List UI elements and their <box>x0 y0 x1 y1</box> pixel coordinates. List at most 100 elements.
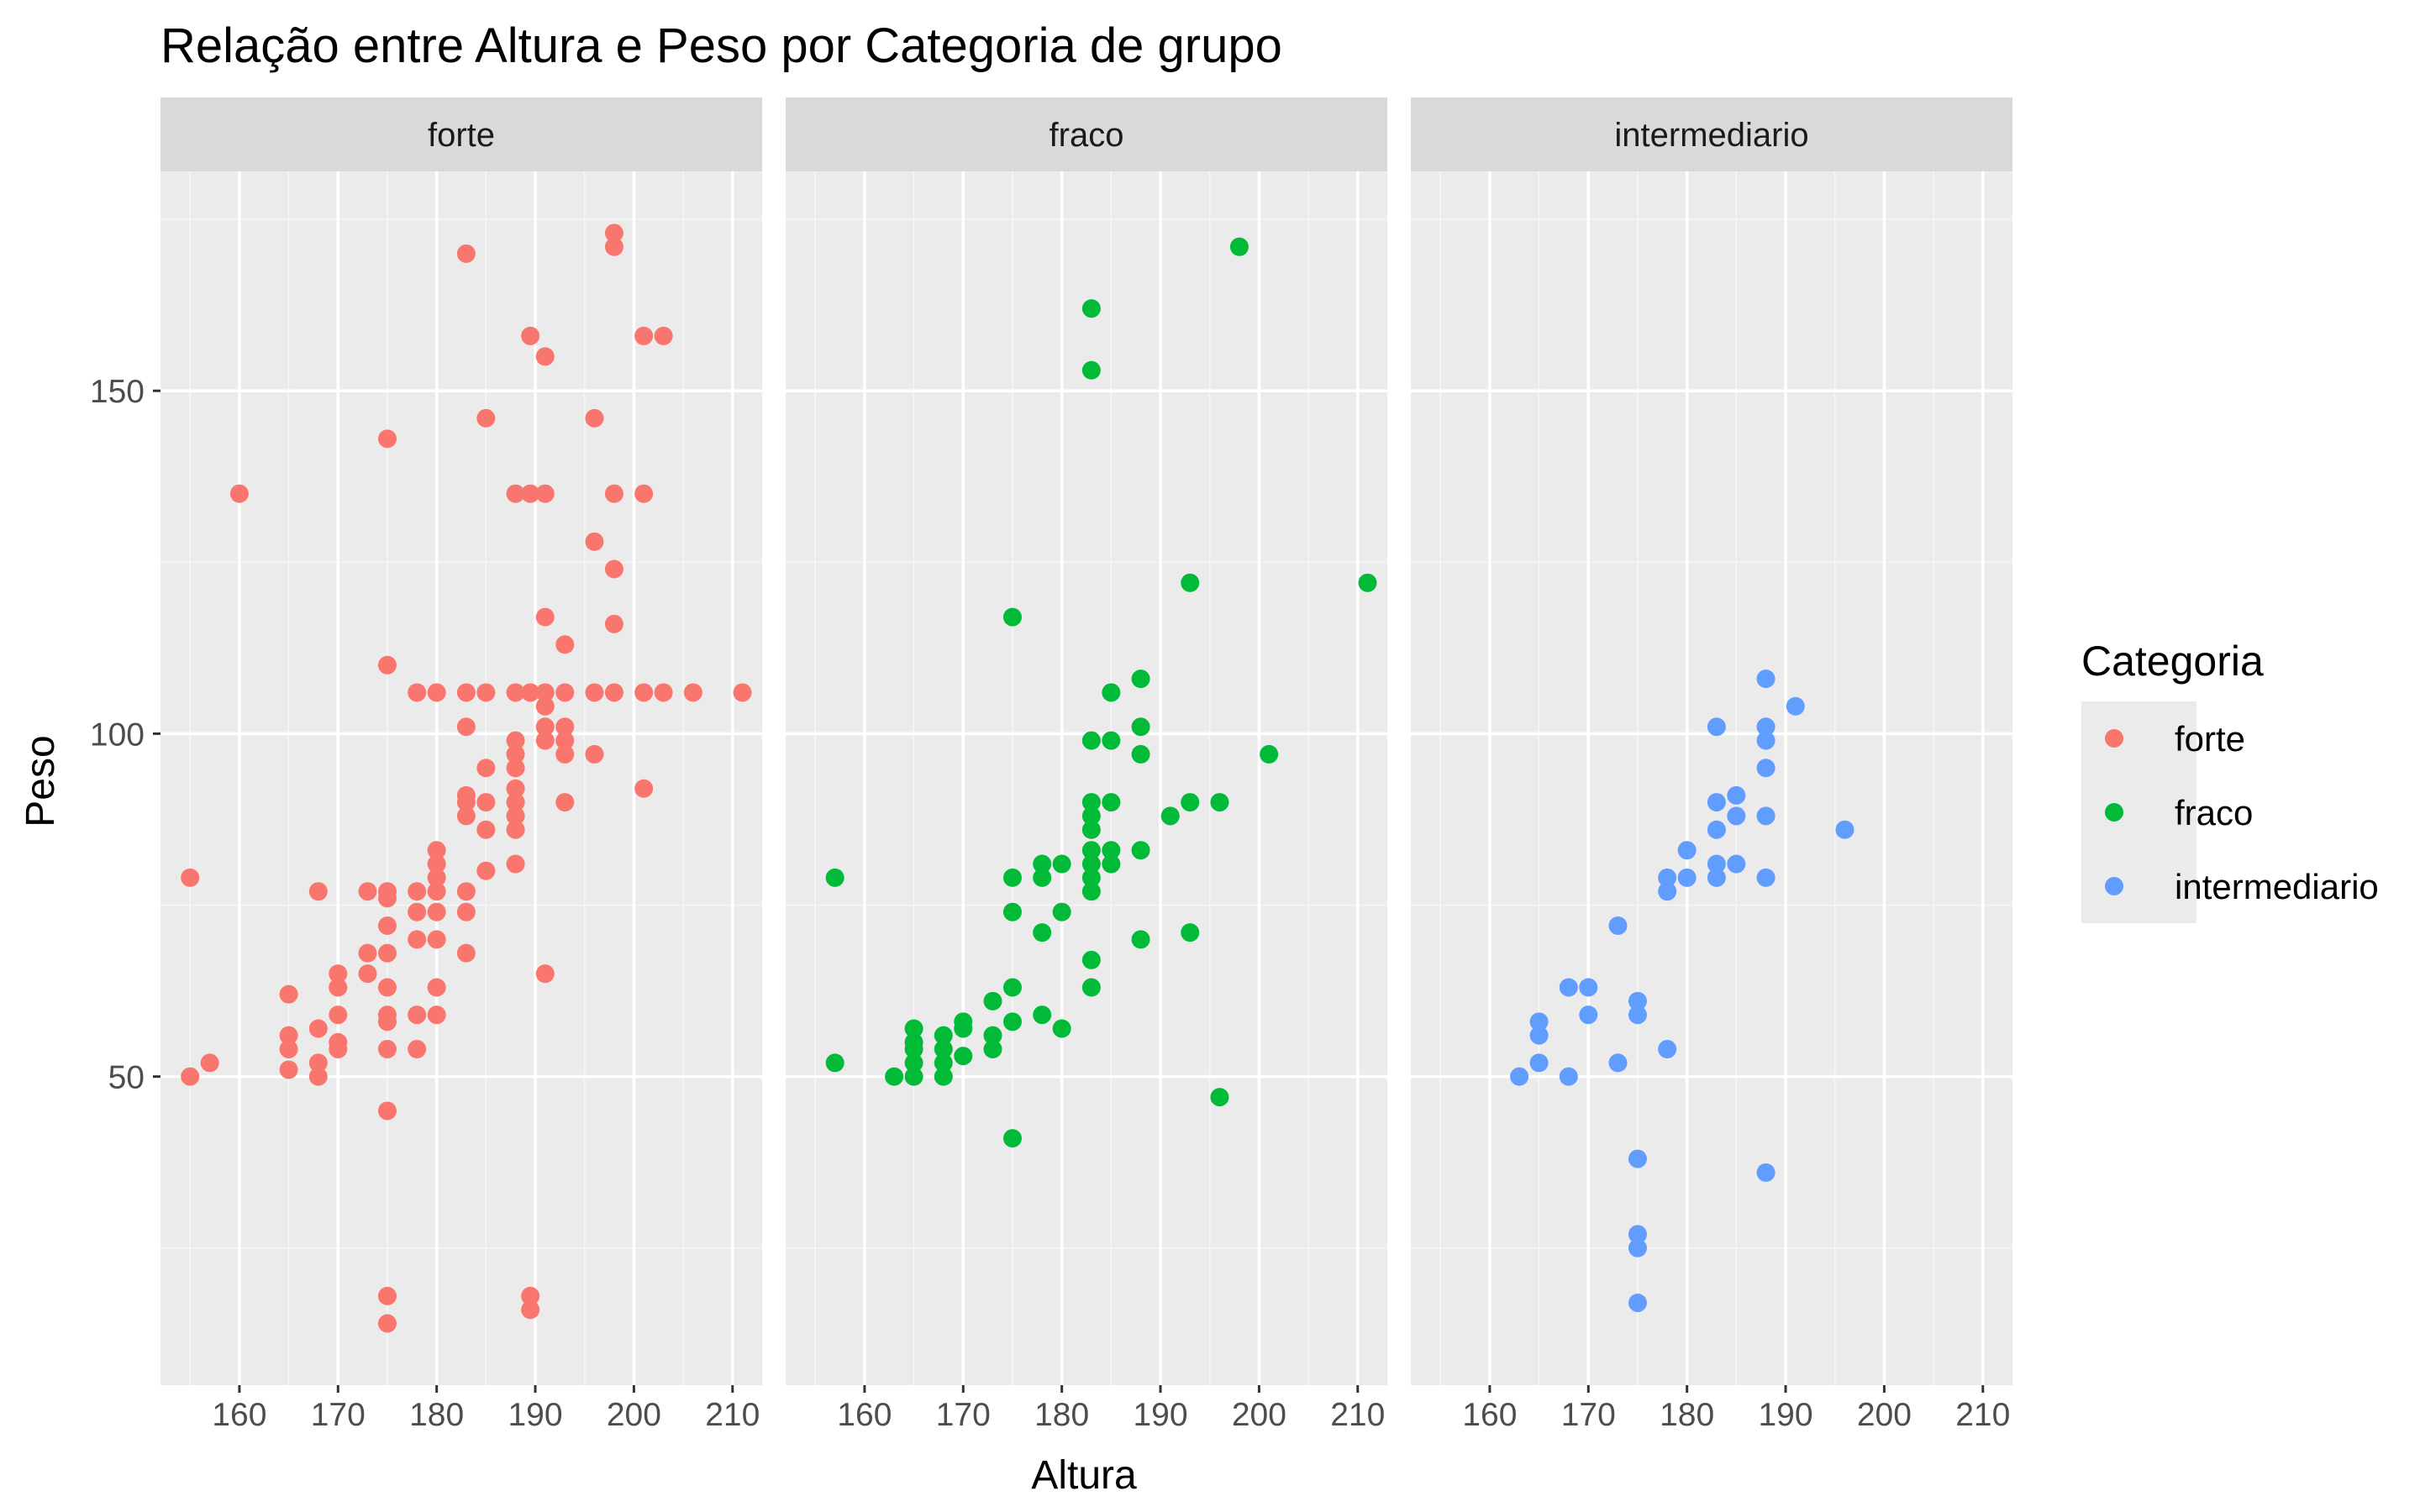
legend-item-intermediario: intermediario <box>2105 867 2379 906</box>
data-point-forte <box>634 484 654 503</box>
data-point-fraco <box>1002 1129 1022 1148</box>
x-tick-label: 170 <box>311 1397 366 1433</box>
data-point-forte <box>506 779 525 798</box>
data-point-fraco <box>1210 793 1229 812</box>
data-point-forte <box>535 683 555 702</box>
legend-label: fraco <box>2175 793 2253 832</box>
data-point-intermediario <box>1707 717 1726 737</box>
data-point-forte <box>634 326 654 345</box>
data-point-intermediario <box>1658 882 1677 901</box>
data-point-forte <box>521 326 540 345</box>
data-point-forte <box>200 1053 219 1073</box>
data-point-forte <box>604 683 623 702</box>
data-point-intermediario <box>1756 669 1776 689</box>
data-point-fraco <box>1181 923 1200 942</box>
data-point-forte <box>181 868 200 887</box>
data-point-intermediario <box>1756 1163 1776 1182</box>
data-point-fraco <box>1081 299 1101 318</box>
data-point-forte <box>535 731 555 750</box>
data-point-intermediario <box>1707 868 1726 887</box>
data-point-fraco <box>1358 573 1377 592</box>
data-point-forte <box>456 793 476 812</box>
data-point-forte <box>476 820 496 839</box>
data-point-forte <box>308 1067 328 1086</box>
x-tick-label: 210 <box>705 1397 760 1433</box>
data-point-fraco <box>1260 744 1279 764</box>
data-point-forte <box>456 683 476 702</box>
data-point-forte <box>506 759 525 778</box>
data-point-forte <box>329 978 348 997</box>
x-tick-label: 200 <box>1857 1397 1912 1433</box>
data-point-fraco <box>1052 854 1071 874</box>
data-point-intermediario <box>1529 1053 1549 1073</box>
legend-item-fraco: fraco <box>2105 793 2253 832</box>
data-point-fraco <box>885 1067 904 1086</box>
data-point-forte <box>535 964 555 984</box>
data-point-fraco <box>1081 868 1101 887</box>
chart-title: Relação entre Altura e Peso por Categori… <box>160 18 1282 73</box>
data-point-fraco <box>825 1053 844 1073</box>
data-point-forte <box>476 861 496 880</box>
y-axis: 50 100 150 <box>90 374 160 1096</box>
data-point-forte <box>604 223 623 243</box>
data-point-forte <box>456 943 476 963</box>
data-point-fraco <box>1131 744 1150 764</box>
data-point-forte <box>377 655 397 675</box>
data-point-forte <box>329 1039 348 1058</box>
data-point-fraco <box>954 1047 973 1066</box>
data-point-forte <box>427 841 446 860</box>
data-point-fraco <box>1081 950 1101 969</box>
x-tick-label: 180 <box>1034 1397 1089 1433</box>
data-point-fraco <box>983 991 1002 1011</box>
data-point-forte <box>555 793 575 812</box>
x-tick-label: 200 <box>1232 1397 1286 1433</box>
data-point-intermediario <box>1628 1005 1647 1025</box>
data-point-forte <box>555 717 575 737</box>
data-point-forte <box>555 683 575 702</box>
legend-label: forte <box>2175 719 2245 759</box>
data-point-fraco <box>1181 793 1200 812</box>
data-point-forte <box>476 683 496 702</box>
data-point-intermediario <box>1727 785 1746 805</box>
x-tick-label: 180 <box>409 1397 464 1433</box>
data-point-forte <box>476 793 496 812</box>
data-point-forte <box>456 902 476 921</box>
data-point-forte <box>279 1039 298 1058</box>
data-point-forte <box>634 779 654 798</box>
facet-panel-intermediario: intermediario 160 170 180 190 200 210 <box>1411 97 2012 1433</box>
data-point-forte <box>408 1005 427 1025</box>
x-tick-label: 210 <box>1330 1397 1385 1433</box>
data-point-forte <box>634 683 654 702</box>
data-point-fraco <box>1131 717 1150 737</box>
x-tick-label: 210 <box>1955 1397 2010 1433</box>
data-point-intermediario <box>1529 1012 1549 1032</box>
data-point-forte <box>555 731 575 750</box>
data-point-forte <box>377 943 397 963</box>
data-point-forte <box>585 683 604 702</box>
data-point-forte <box>427 868 446 887</box>
data-point-forte <box>408 882 427 901</box>
data-point-intermediario <box>1756 868 1776 887</box>
facet-panel-fraco: fraco 160 170 180 190 200 210 <box>786 97 1387 1433</box>
data-point-fraco <box>1081 360 1101 380</box>
data-point-forte <box>358 943 377 963</box>
data-point-forte <box>308 882 328 901</box>
x-tick-label: 160 <box>1462 1397 1517 1433</box>
data-point-forte <box>683 683 702 702</box>
data-point-forte <box>585 744 604 764</box>
data-point-forte <box>377 1286 397 1305</box>
data-point-intermediario <box>1707 854 1726 874</box>
data-point-forte <box>358 882 377 901</box>
data-point-intermediario <box>1628 991 1647 1011</box>
data-point-fraco <box>1081 978 1101 997</box>
data-point-intermediario <box>1658 868 1677 887</box>
data-point-forte <box>456 806 476 826</box>
data-point-intermediario <box>1756 731 1776 750</box>
data-point-forte <box>408 1039 427 1058</box>
data-point-intermediario <box>1608 1053 1628 1073</box>
data-point-fraco <box>954 1019 973 1038</box>
x-axis-title: Altura <box>1031 1453 1137 1498</box>
panel-background <box>1411 171 2012 1385</box>
panel-background <box>786 171 1387 1385</box>
